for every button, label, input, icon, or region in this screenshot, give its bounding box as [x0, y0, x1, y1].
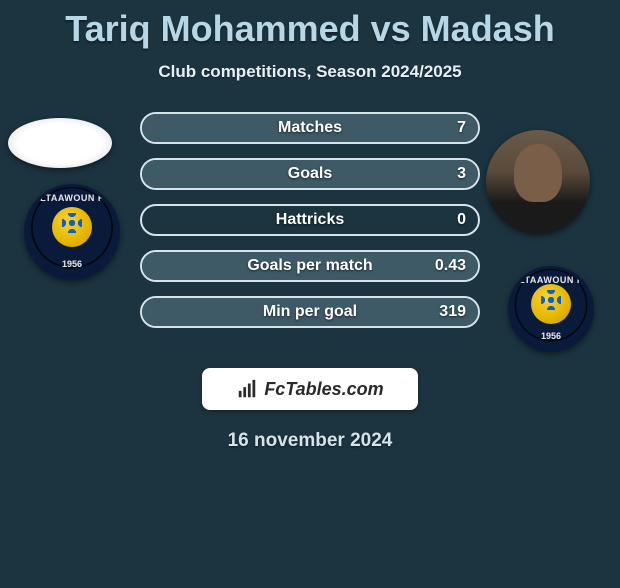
stat-value-right: 0.43: [435, 257, 466, 275]
subtitle: Club competitions, Season 2024/2025: [0, 62, 620, 82]
stat-row: Min per goal 319: [140, 296, 480, 328]
stat-row: Hattricks 0: [140, 204, 480, 236]
stat-label: Hattricks: [276, 211, 344, 229]
stat-row: Goals 3: [140, 158, 480, 190]
page-title: Tariq Mohammed vs Madash: [0, 8, 620, 50]
stat-row: Matches 7: [140, 112, 480, 144]
branding-box: FcTables.com: [202, 368, 418, 410]
stat-label: Goals: [288, 165, 332, 183]
stat-label: Min per goal: [263, 303, 357, 321]
chart-icon: [236, 378, 258, 400]
stat-label: Matches: [278, 119, 342, 137]
branding-text: FcTables.com: [264, 379, 383, 400]
stat-label: Goals per match: [247, 257, 372, 275]
stat-row: Goals per match 0.43: [140, 250, 480, 282]
stat-value-right: 0: [457, 211, 466, 229]
stats-container: Matches 7 Goals 3 Hattricks 0 Goals per match 0…: [0, 112, 620, 352]
footer-date: 16 november 2024: [0, 430, 620, 452]
stat-value-right: 319: [439, 303, 466, 321]
stat-value-right: 3: [457, 165, 466, 183]
stat-value-right: 7: [457, 119, 466, 137]
